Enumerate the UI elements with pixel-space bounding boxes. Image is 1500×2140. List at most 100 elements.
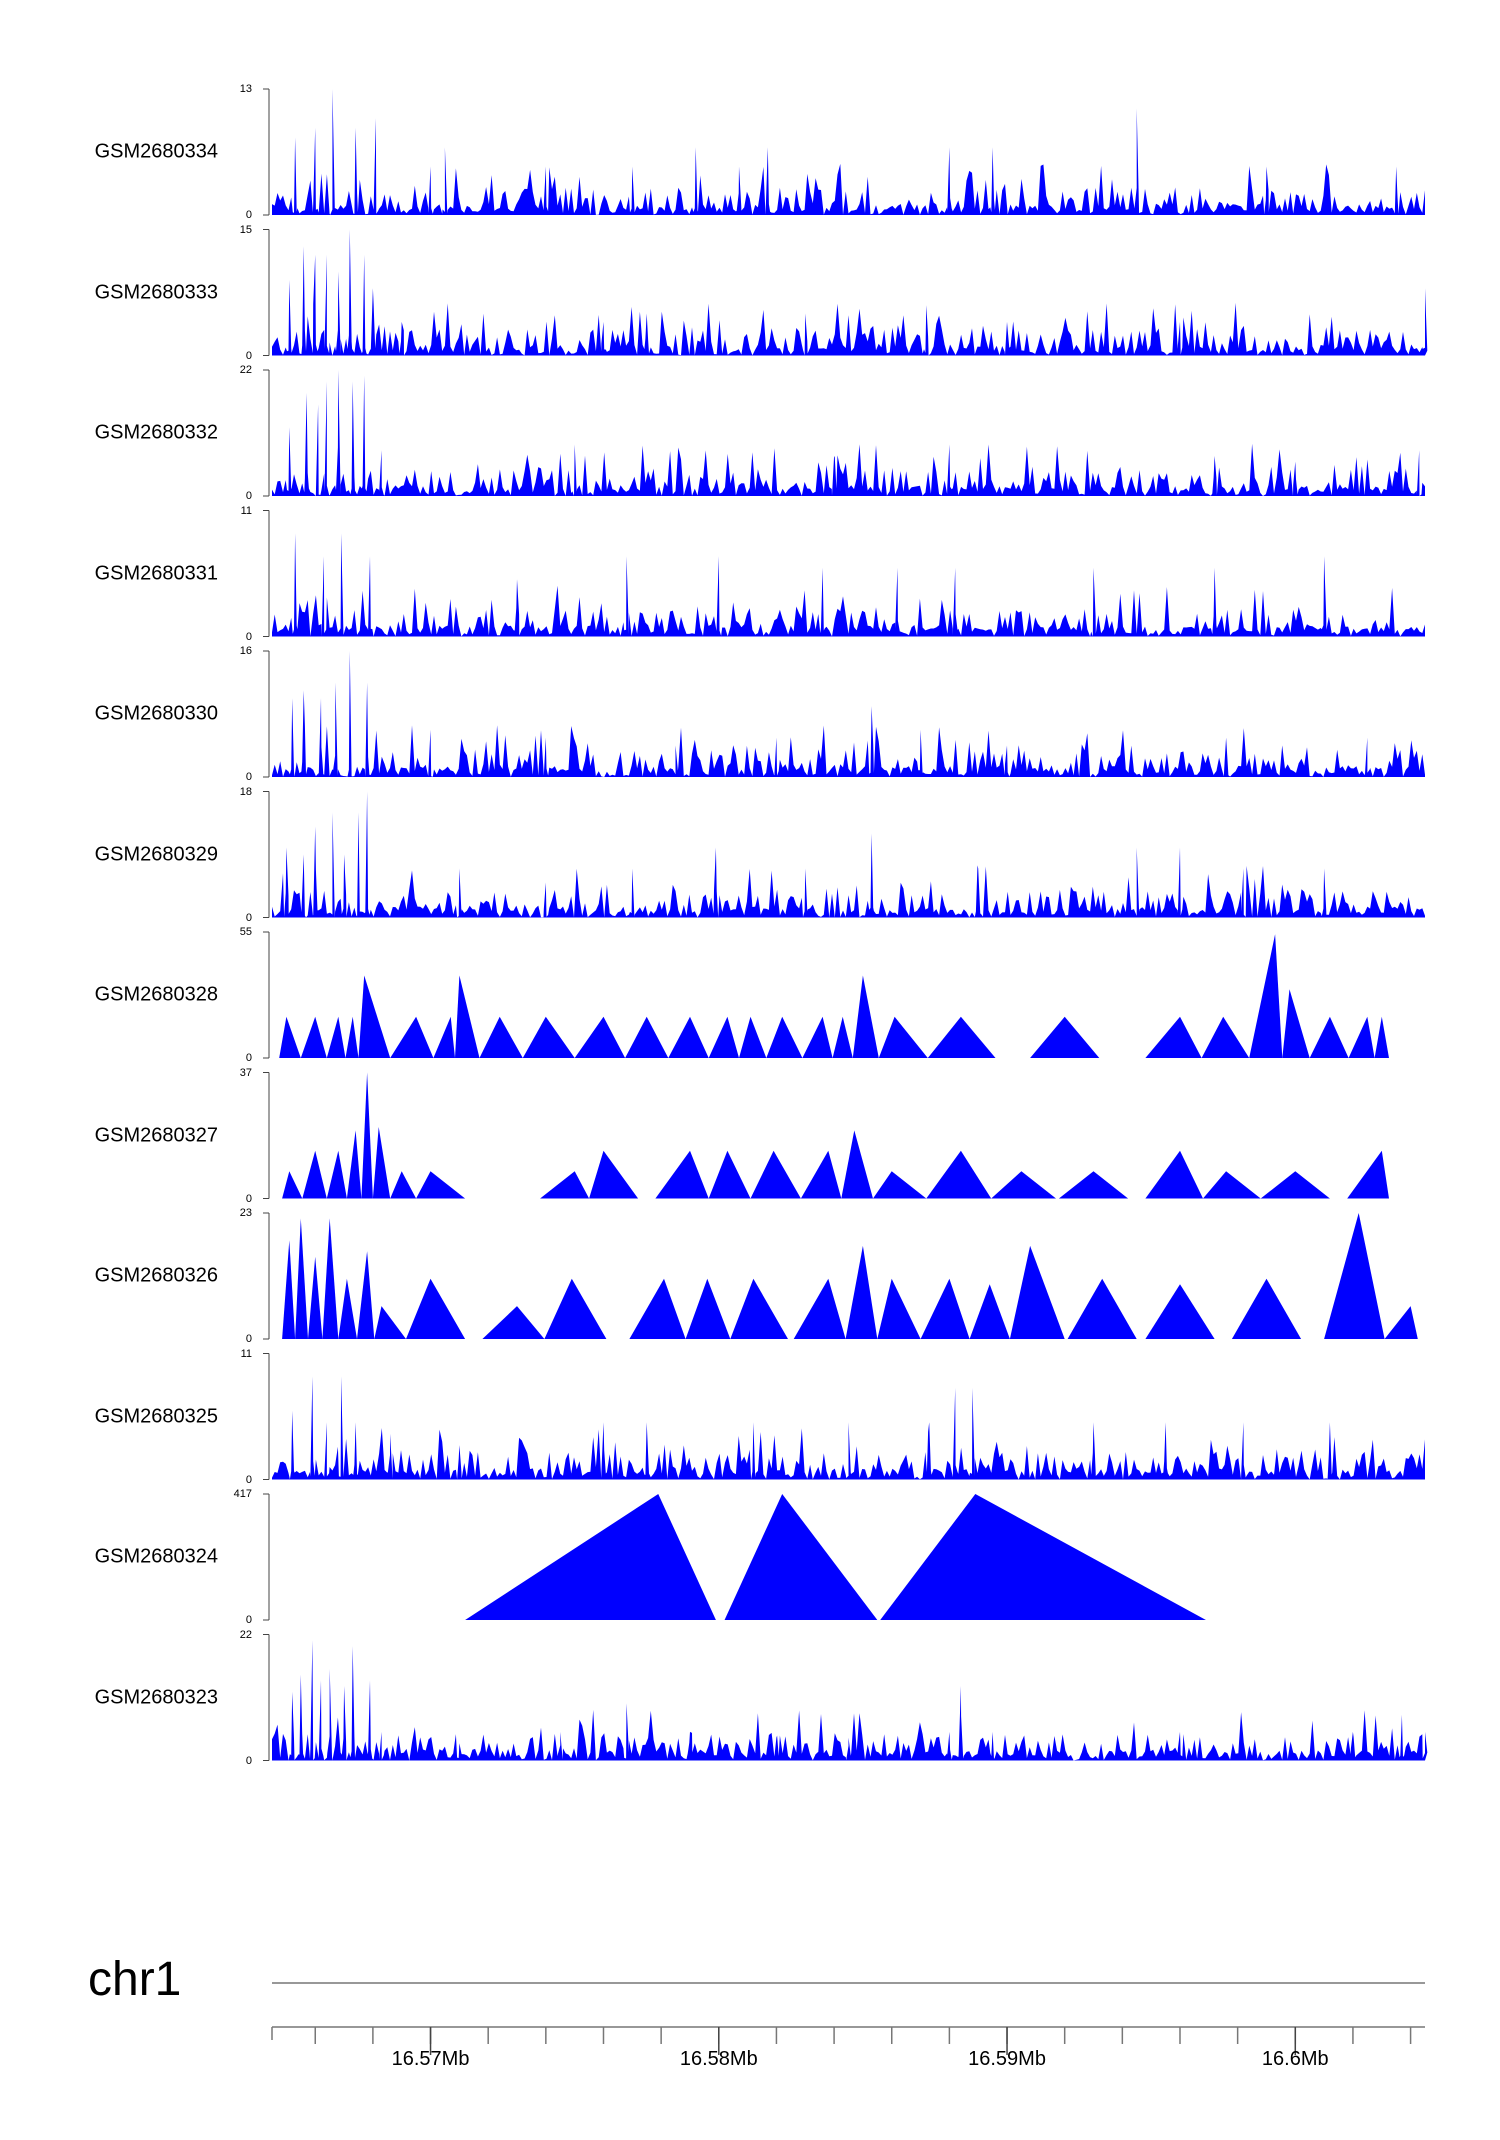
coverage-peak <box>1324 1213 1385 1339</box>
coverage-peak <box>793 1278 846 1339</box>
y-tick-label-zero: 0 <box>245 771 252 783</box>
coverage-peak <box>346 1130 362 1199</box>
track-label: GSM2680328 <box>94 983 218 1006</box>
coverage-peak <box>1145 1016 1202 1058</box>
genome-axis <box>271 1982 1425 2055</box>
track-label: GSM2680327 <box>94 1124 218 1146</box>
coverage-peak <box>433 1016 455 1058</box>
coverage-peak <box>345 1016 359 1058</box>
y-tick-label-zero: 0 <box>245 209 252 221</box>
coverage-peak <box>390 1016 434 1058</box>
coverage-peak <box>361 1072 373 1199</box>
y-tick-label-zero: 0 <box>245 1333 252 1345</box>
coverage-peak <box>1249 934 1283 1058</box>
coverage-peak <box>326 1016 346 1058</box>
y-tick-label-zero: 0 <box>245 1052 252 1064</box>
coverage-peak <box>282 1171 303 1199</box>
coverage-peak <box>372 1127 391 1199</box>
coverage-peak <box>1231 1278 1302 1339</box>
coverage-peak <box>282 1240 296 1339</box>
y-tick-label-max: 417 <box>233 1488 252 1500</box>
coverage-peak <box>991 1171 1056 1199</box>
coverage-area <box>272 651 1425 777</box>
track-GSM2680332 <box>263 369 1425 497</box>
coverage-peak <box>708 1150 751 1199</box>
track-label: GSM2680331 <box>94 562 218 584</box>
y-tick-label-max: 15 <box>239 223 252 236</box>
coverage-peak <box>800 1150 842 1199</box>
coverage-peak <box>766 1016 803 1058</box>
coverage-peak <box>1348 1016 1375 1058</box>
coverage-peak <box>880 1494 1206 1620</box>
coverage-peak <box>969 1284 1010 1339</box>
track-GSM2680324 <box>263 1493 1206 1621</box>
chromosome-label: chr1 <box>88 1953 182 2006</box>
track-label: GSM2680326 <box>94 1264 218 1287</box>
coverage-peak <box>1203 1171 1261 1199</box>
track-label: GSM2680333 <box>94 281 218 303</box>
y-tick-label-max: 16 <box>239 645 252 657</box>
coverage-peak <box>878 1016 928 1058</box>
coverage-peak <box>625 1016 669 1058</box>
track-label: GSM2680334 <box>94 140 218 163</box>
coverage-peak <box>482 1306 545 1339</box>
coverage-peak <box>308 1256 323 1339</box>
coverage-peak <box>845 1245 878 1339</box>
track-GSM2680328 <box>263 931 1389 1059</box>
coverage-peak <box>574 1016 626 1058</box>
x-tick-label: 16.59Mb <box>968 2048 1046 2070</box>
coverage-peak <box>1145 1284 1215 1339</box>
coverage-peak <box>1145 1150 1203 1199</box>
coverage-peak <box>920 1278 970 1339</box>
coverage-peak <box>326 1150 347 1199</box>
track-GSM2680326 <box>263 1212 1418 1340</box>
track-GSM2680325 <box>263 1353 1425 1480</box>
y-tick-label-max: 18 <box>239 785 252 798</box>
coverage-peak <box>1384 1306 1418 1339</box>
coverage-peak <box>750 1150 801 1199</box>
y-tick-label-max: 22 <box>239 364 252 376</box>
coverage-peak <box>295 1218 308 1339</box>
coverage-peak <box>873 1171 927 1199</box>
coverage-peak <box>544 1278 607 1339</box>
track-GSM2680323 <box>263 1634 1428 1761</box>
coverage-peak <box>668 1016 709 1058</box>
coverage-area <box>272 791 1425 918</box>
y-tick-label-zero: 0 <box>245 349 252 362</box>
coverage-peak <box>926 1150 992 1199</box>
coverage-peak <box>522 1016 575 1058</box>
track-label: GSM2680332 <box>94 421 218 444</box>
coverage-peak <box>877 1278 921 1339</box>
coverage-area <box>272 533 1425 637</box>
x-tick-label: 16.58Mb <box>679 2048 758 2070</box>
coverage-peak <box>358 975 391 1058</box>
coverage-peak <box>1309 1016 1349 1058</box>
coverage-peak <box>1009 1245 1065 1339</box>
y-tick-label-zero: 0 <box>245 490 252 502</box>
x-tick-label: 16.57Mb <box>391 2048 470 2070</box>
coverage-peak <box>1058 1171 1129 1199</box>
y-tick-label-max: 11 <box>240 504 252 517</box>
coverage-peak <box>1282 989 1310 1058</box>
coverage-peak <box>730 1278 788 1339</box>
track-label: GSM2680329 <box>94 843 218 865</box>
coverage-area <box>272 1376 1425 1480</box>
coverage-peak <box>390 1171 417 1199</box>
coverage-area <box>272 1640 1428 1761</box>
track-GSM2680327 <box>263 1072 1389 1199</box>
y-tick-label-max: 23 <box>239 1207 252 1219</box>
track-GSM2680333 <box>263 229 1428 356</box>
coverage-area <box>272 370 1425 496</box>
coverage-peak <box>406 1278 466 1339</box>
coverage-peak <box>927 1016 996 1058</box>
track-label: GSM2680324 <box>94 1545 218 1568</box>
y-tick-label-zero: 0 <box>245 1473 252 1486</box>
coverage-peak <box>338 1278 357 1339</box>
coverage-peak <box>416 1171 466 1199</box>
coverage-peak <box>629 1278 686 1339</box>
track-label: GSM2680323 <box>94 1686 218 1708</box>
coverage-peak <box>841 1130 873 1199</box>
coverage-peak <box>279 1016 301 1058</box>
coverage-area <box>272 89 1425 215</box>
